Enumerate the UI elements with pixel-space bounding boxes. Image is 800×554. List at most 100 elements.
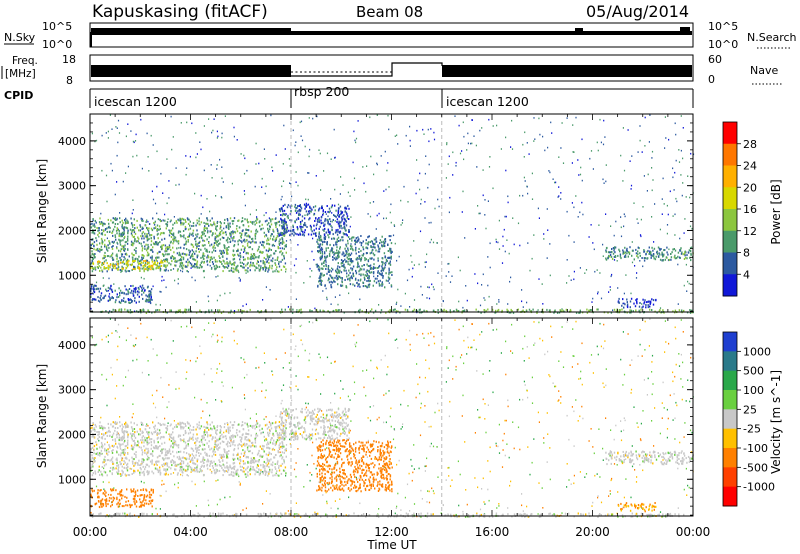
echo-cell <box>124 308 126 311</box>
echo-cell <box>626 247 628 250</box>
echo-cell <box>140 217 142 220</box>
echo-cell <box>294 203 297 206</box>
echo-cell <box>612 247 615 249</box>
echo-cell <box>138 288 140 291</box>
echo-cell <box>378 248 380 251</box>
echo-cell <box>648 345 650 347</box>
echo-cell <box>215 195 217 197</box>
echo-cell <box>187 222 190 225</box>
echo-cell <box>178 183 180 186</box>
echo-cell <box>236 139 238 141</box>
echo-cell <box>687 280 689 283</box>
echo-cell <box>465 285 467 287</box>
echo-cell <box>213 221 215 224</box>
echo-cell <box>173 235 175 238</box>
echo-cell <box>497 309 499 312</box>
echo-cell <box>624 246 626 249</box>
echo-cell <box>633 406 635 408</box>
echo-cell <box>327 266 330 269</box>
echo-cell <box>246 235 248 238</box>
echo-cell <box>257 261 259 263</box>
echo-cell <box>320 393 322 395</box>
echo-cell <box>334 392 336 395</box>
echo-cell <box>99 248 101 251</box>
echo-cell <box>233 126 235 129</box>
echo-cell <box>175 264 177 267</box>
echo-cell <box>203 480 205 483</box>
echo-cell <box>228 224 230 227</box>
echo-cell <box>148 223 151 225</box>
echo-cell <box>602 143 605 146</box>
echo-cell <box>219 362 221 365</box>
echo-cell <box>123 463 125 465</box>
echo-cell <box>445 177 447 179</box>
echo-cell <box>95 239 98 242</box>
echo-cell <box>351 269 353 272</box>
echo-cell <box>651 157 653 159</box>
echo-cell <box>347 258 349 261</box>
echo-cell <box>91 270 94 273</box>
echo-cell <box>222 265 224 267</box>
echo-cell <box>672 176 674 179</box>
echo-cell <box>126 219 128 222</box>
echo-cell <box>379 272 381 275</box>
echo-cell <box>192 245 195 248</box>
echo-cell <box>239 261 242 264</box>
echo-cell <box>573 151 575 153</box>
echo-cell <box>133 224 136 226</box>
echo-cell <box>132 244 134 247</box>
echo-cell <box>624 251 627 254</box>
echo-cell <box>630 309 632 312</box>
echo-cell <box>581 138 583 141</box>
echo-cell <box>120 309 123 312</box>
echo-cell <box>232 249 235 252</box>
echo-cell <box>384 240 387 243</box>
echo-cell <box>265 490 267 492</box>
echo-cell <box>348 252 350 255</box>
echo-cell <box>96 287 98 290</box>
echo-cell <box>482 194 484 197</box>
echo-cell <box>240 248 243 251</box>
echo-cell <box>670 256 673 259</box>
echo-cell <box>234 253 236 256</box>
echo-cell <box>427 390 429 393</box>
echo-cell <box>369 116 371 119</box>
echo-cell <box>605 164 607 166</box>
echo-cell <box>498 301 500 303</box>
echo-cell <box>411 479 413 482</box>
echo-cell <box>230 439 232 442</box>
echo-cell <box>623 252 625 255</box>
echo-cell <box>590 428 592 430</box>
echo-cell <box>326 243 328 246</box>
echo-cell <box>250 230 252 233</box>
echo-cell <box>226 262 228 265</box>
echo-cell <box>378 304 380 306</box>
echo-cell <box>244 157 246 160</box>
echo-cell <box>95 343 98 346</box>
echo-cell <box>334 156 336 159</box>
echo-cell <box>600 297 603 300</box>
echo-cell <box>638 247 640 250</box>
echo-cell <box>160 291 162 293</box>
echo-cell <box>424 217 426 219</box>
echo-cell <box>268 222 270 225</box>
echo-cell <box>343 266 346 269</box>
echo-cell <box>343 217 345 220</box>
echo-cell <box>165 490 167 493</box>
echo-cell <box>275 226 277 229</box>
echo-cell <box>369 215 372 218</box>
echo-cell <box>218 260 221 262</box>
echo-cell <box>485 227 487 230</box>
echo-cell <box>358 265 360 268</box>
echo-cell <box>332 258 334 261</box>
echo-cell <box>243 154 245 157</box>
echo-cell <box>106 441 108 444</box>
echo-cell <box>492 329 494 331</box>
echo-cell <box>217 235 219 238</box>
echo-cell <box>150 227 153 230</box>
echo-cell <box>360 244 363 247</box>
echo-cell <box>282 234 285 237</box>
echo-cell <box>603 386 605 388</box>
echo-cell <box>533 140 535 142</box>
echo-cell <box>608 291 610 293</box>
